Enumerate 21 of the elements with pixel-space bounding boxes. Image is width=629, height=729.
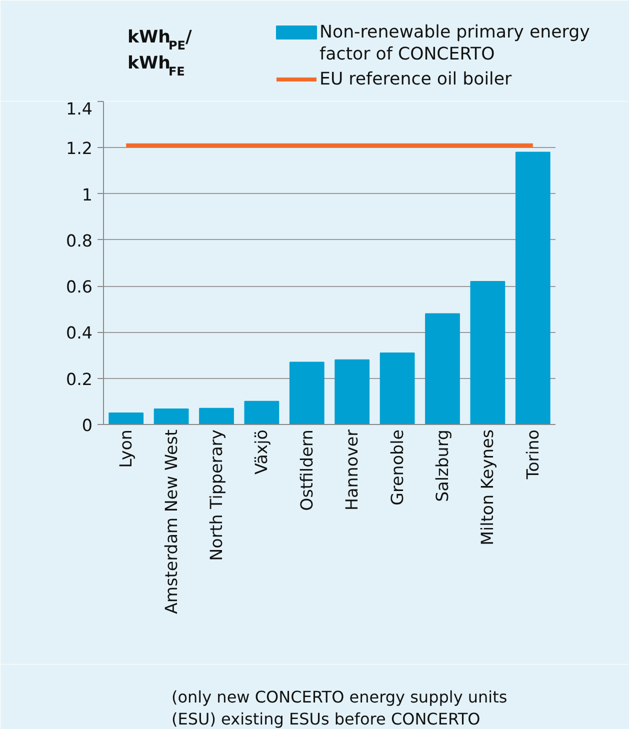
x-tick-label: Torino bbox=[523, 429, 542, 480]
x-tick-label: Hannover bbox=[342, 429, 362, 510]
y-tick-label: 1 bbox=[82, 185, 93, 204]
x-tick-label: Växjö bbox=[252, 430, 272, 474]
y-tick-label: 0.6 bbox=[66, 278, 93, 297]
y-tick-label: 0.2 bbox=[66, 370, 93, 389]
y-tick-label: 0.4 bbox=[66, 324, 93, 343]
text: (only new CONCERTO energy supply units (ESU) existing ESUs before CONCERTO bbox=[172, 688, 508, 728]
x-tick-label: North Tipperary bbox=[207, 429, 226, 561]
x-tick-label: Salzburg bbox=[433, 429, 452, 502]
y-tick-label: 0.8 bbox=[66, 231, 93, 250]
y-tick-label: 1.4 bbox=[66, 100, 93, 118]
legend-label: Non-renewable primary energy factor of CONCERTO bbox=[320, 22, 590, 64]
x-tick-label: Grenoble bbox=[388, 429, 407, 506]
x-tick-label: Ostfildern bbox=[297, 429, 316, 511]
legend-label: EU reference oil boiler bbox=[320, 70, 513, 90]
x-tick-label: Lyon bbox=[116, 429, 136, 468]
x-tick-label: Milton Keynes bbox=[478, 429, 498, 546]
y-tick-label: 1.2 bbox=[66, 139, 93, 158]
y-tick-label: 0 bbox=[82, 416, 93, 435]
x-tick-label: Amsterdam New West bbox=[162, 429, 181, 614]
